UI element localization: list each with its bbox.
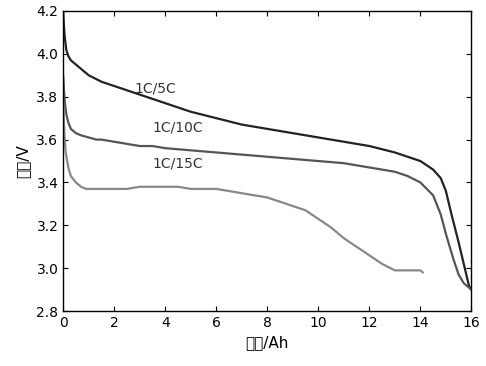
Y-axis label: 电压/V: 电压/V [16,144,31,178]
Text: 1C/15C: 1C/15C [153,157,203,171]
Text: 1C/5C: 1C/5C [135,82,176,96]
X-axis label: 容量/Ah: 容量/Ah [245,336,289,351]
Text: 1C/10C: 1C/10C [153,120,203,134]
